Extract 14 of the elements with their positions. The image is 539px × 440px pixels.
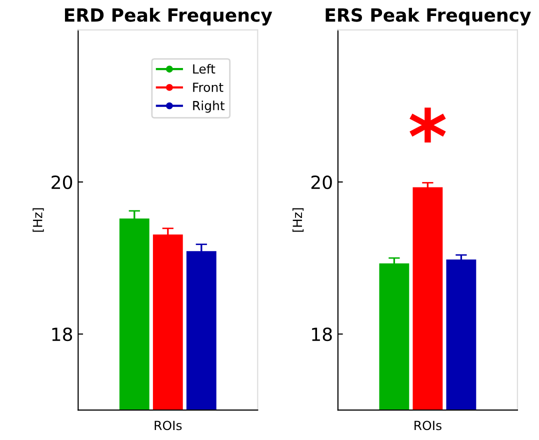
- y-tick-label: 20: [311, 175, 332, 190]
- y-axis-title: [Hz]: [292, 208, 304, 232]
- x-axis-title: ROIs: [414, 420, 442, 430]
- legend-label: Front: [193, 82, 224, 92]
- chart-title: ERS Peak Frequency: [326, 8, 531, 26]
- y-tick-label: 18: [312, 328, 332, 342]
- annotation: *: [410, 108, 446, 143]
- legend-label: Right: [193, 100, 225, 113]
- legend-label: Left: [193, 64, 216, 74]
- y-tick-label: 20: [52, 175, 72, 190]
- x-axis-title: ROIs: [154, 420, 182, 430]
- chart-title: ERD Peak Frequency: [64, 8, 272, 26]
- y-tick-label: 18: [52, 328, 72, 342]
- y-axis-title: [Hz]: [32, 208, 44, 232]
